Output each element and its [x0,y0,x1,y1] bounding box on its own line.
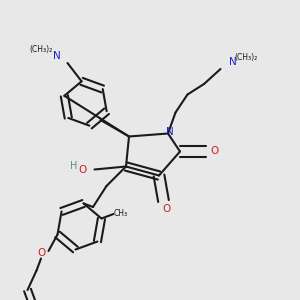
Text: N: N [229,57,236,68]
Text: O: O [37,248,45,258]
Text: H: H [70,160,77,171]
Text: O: O [210,146,219,157]
Text: N: N [166,127,173,137]
Text: O: O [78,165,87,176]
Text: (CH₃)₂: (CH₃)₂ [234,53,258,62]
Text: (CH₃)₂: (CH₃)₂ [29,45,52,54]
Text: O: O [162,203,171,214]
Text: N: N [53,50,61,61]
Text: CH₃: CH₃ [114,209,128,218]
